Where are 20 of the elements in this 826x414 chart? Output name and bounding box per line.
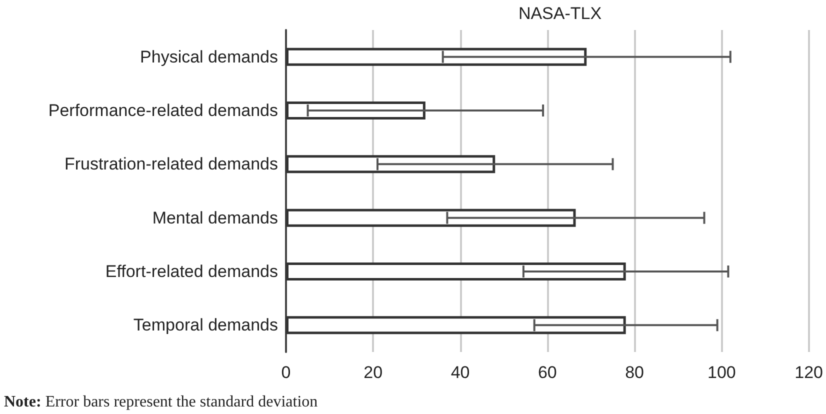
x-tick-label: 40 [450, 363, 470, 382]
y-tick-label: Physical demands [140, 47, 278, 66]
y-tick-label: Frustration-related demands [64, 154, 278, 174]
x-tick-label: 60 [538, 363, 557, 382]
x-tick-label: 80 [625, 363, 644, 382]
bar [286, 155, 496, 174]
y-tick-label: Effort-related demands [105, 262, 278, 281]
y-tick-label: Performance-related demands [48, 101, 278, 120]
x-tick-label: 20 [364, 363, 383, 382]
y-tick-label: Temporal demands [133, 316, 278, 335]
text: Note: Error bars represent the standard deviation [4, 394, 318, 410]
bar [286, 316, 626, 334]
x-tick-label: 120 [794, 363, 824, 382]
bar [286, 48, 587, 66]
bar [286, 208, 576, 227]
y-tick-label: Mental demands [152, 208, 278, 228]
x-tick-label: 0 [281, 363, 291, 382]
bar [286, 262, 626, 280]
x-tick-label: 100 [707, 363, 736, 382]
chart-title: NASA-TLX [518, 4, 602, 23]
